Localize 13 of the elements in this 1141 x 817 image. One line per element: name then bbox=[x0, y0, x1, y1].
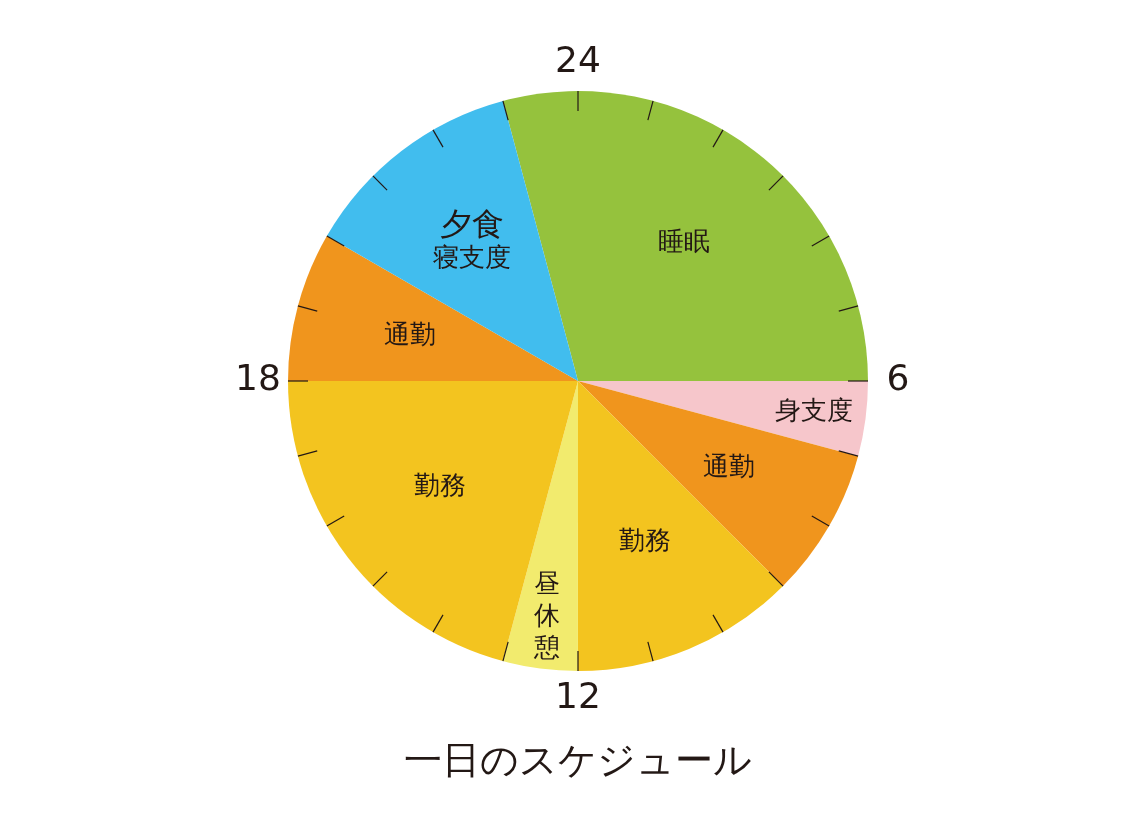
slice-label: 勤務 bbox=[618, 524, 671, 555]
text: 一日のスケジュール bbox=[404, 737, 752, 782]
text: 12 bbox=[555, 675, 601, 717]
text: 24 bbox=[555, 39, 601, 81]
slice-label: 昼休憩 bbox=[532, 567, 560, 662]
slice-label: 勤務 bbox=[413, 469, 466, 500]
text: 6 bbox=[886, 357, 910, 399]
slice-label: 夕食寝支度 bbox=[433, 205, 512, 272]
text: 18 bbox=[235, 357, 281, 399]
slice-label: 通勤 bbox=[702, 450, 755, 481]
slice-label: 通勤 bbox=[383, 318, 436, 349]
slice-label: 睡眠 bbox=[657, 225, 710, 256]
slice-label: 身支度 bbox=[774, 394, 853, 425]
